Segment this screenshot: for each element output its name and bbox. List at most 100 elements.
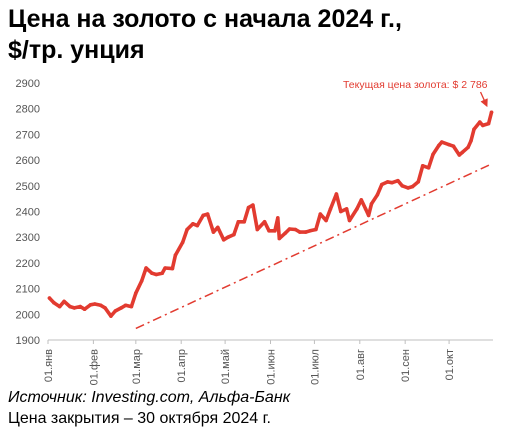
price-point — [431, 152, 435, 157]
y-tick-label: 2400 — [16, 207, 40, 219]
price-point — [93, 302, 97, 306]
price-point — [232, 232, 236, 237]
price-point — [276, 216, 280, 220]
y-tick-label: 2500 — [16, 181, 40, 193]
price-point — [380, 182, 384, 187]
x-tick-label: 01.май — [220, 349, 232, 384]
y-tick-label: 2700 — [16, 129, 40, 141]
price-point — [154, 272, 159, 277]
price-point — [113, 309, 118, 313]
x-tick-label: 01.мар — [131, 349, 143, 384]
price-series-line — [47, 110, 494, 318]
price-point — [134, 291, 138, 295]
y-tick-label: 2600 — [16, 155, 40, 167]
price-point — [469, 139, 473, 143]
price-point — [390, 180, 394, 185]
price-point — [109, 314, 113, 318]
price-point — [173, 253, 178, 257]
price-point — [103, 306, 107, 310]
x-axis: 01.янв 01.фев 01.мар 01.апр 01.май 01.июн 01.и… — [43, 339, 493, 385]
y-tick-label: 1900 — [16, 335, 40, 347]
price-point — [123, 303, 128, 308]
price-point — [160, 271, 164, 275]
price-point — [339, 209, 343, 214]
price-point — [369, 202, 374, 206]
x-tick-label: 01.апр — [176, 349, 188, 382]
price-point — [396, 178, 400, 183]
gold-price-chart: 1900 2000 2100 2200 2300 2400 2500 2600 2700 2800… — [16, 78, 494, 385]
x-tick-label: 01.авг — [355, 349, 367, 380]
price-point — [98, 303, 103, 308]
price-point — [426, 166, 431, 170]
y-tick-label: 2200 — [16, 258, 40, 270]
price-point — [139, 279, 144, 283]
price-point — [355, 207, 359, 211]
annotation-arrow-icon — [479, 91, 488, 108]
price-point — [52, 300, 56, 305]
price-point — [163, 266, 167, 270]
price-point — [440, 140, 444, 144]
price-point — [273, 229, 277, 233]
trend-line — [135, 163, 492, 330]
page-title: Цена на золото с начала 2024 г., $/тр. у… — [8, 4, 513, 66]
price-point — [180, 240, 185, 245]
price-point — [78, 304, 82, 309]
price-point — [328, 207, 333, 211]
price-point — [303, 230, 308, 234]
price-point — [363, 207, 368, 211]
price-point — [119, 306, 123, 310]
y-tick-label: 2000 — [16, 309, 40, 321]
price-point — [298, 230, 302, 234]
price-point — [216, 225, 220, 230]
price-point — [318, 212, 323, 216]
price-point — [287, 227, 292, 231]
current-price-annotation: Текущая цена золота: $ 2 786 — [343, 79, 488, 91]
price-point — [406, 186, 410, 190]
price-point — [308, 229, 312, 233]
price-point — [344, 207, 349, 211]
price-point — [416, 179, 421, 184]
price-point — [314, 227, 318, 232]
price-point — [62, 299, 66, 304]
price-point — [400, 184, 405, 188]
price-point — [150, 271, 154, 275]
price-point — [47, 296, 52, 300]
price-point — [251, 203, 255, 207]
x-tick-label: 01.сен — [400, 349, 412, 382]
x-tick-label: 01.июн — [266, 349, 278, 385]
y-tick-label: 2900 — [16, 78, 40, 90]
x-tick-label: 01.окт — [444, 349, 456, 380]
y-tick-label: 2100 — [16, 284, 40, 296]
price-point — [68, 304, 72, 309]
price-point — [481, 123, 485, 128]
price-point — [255, 227, 260, 232]
source-note: Источник: Investing.com, Альфа-Банк — [8, 389, 291, 406]
price-point — [366, 213, 371, 218]
price-point — [334, 192, 339, 196]
price-point — [242, 220, 246, 224]
price-point — [420, 164, 425, 168]
price-point — [129, 304, 134, 309]
price-point — [447, 142, 451, 147]
price-point — [211, 230, 216, 234]
y-axis: 1900 2000 2100 2200 2300 2400 2500 2600 2700 2800… — [16, 78, 40, 347]
price-point — [489, 110, 494, 115]
price-point — [262, 220, 267, 224]
price-point — [359, 198, 364, 202]
price-point — [267, 229, 271, 233]
price-point — [226, 235, 230, 239]
x-tick-label: 01.июл — [309, 349, 321, 385]
price-point — [88, 303, 93, 307]
price-point — [236, 220, 241, 224]
y-tick-label: 2300 — [16, 232, 40, 244]
closing-date-note: Цена закрытия – 30 октября 2024 г. — [8, 410, 271, 427]
price-point — [410, 184, 415, 189]
price-point — [324, 218, 328, 223]
price-point — [201, 213, 205, 218]
price-point — [486, 121, 491, 126]
price-point — [460, 150, 465, 155]
price-point — [437, 143, 441, 148]
price-point — [478, 120, 482, 124]
price-point — [283, 231, 287, 236]
price-point — [144, 266, 148, 270]
